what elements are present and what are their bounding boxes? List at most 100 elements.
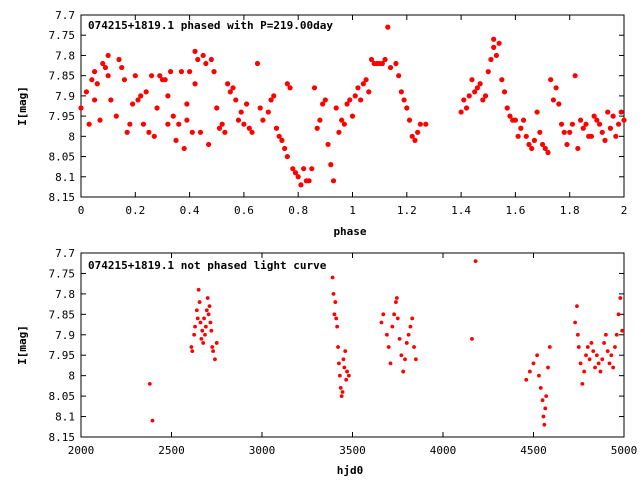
data-point [613,345,617,349]
data-point [518,125,524,131]
data-point [301,166,307,172]
data-point [386,345,391,349]
data-point [588,133,595,139]
data-point [290,166,296,172]
data-point [102,64,109,71]
data-point [600,357,605,362]
x-tick-label: 0.4 [180,204,200,217]
data-point [599,129,605,135]
data-point [273,125,280,131]
data-point [306,178,312,184]
data-point [387,64,394,71]
data-point [173,137,179,143]
data-point [602,341,606,345]
y-tick-label: 7.95 [49,110,76,123]
data-point [401,97,407,103]
data-point [396,73,402,79]
data-point [89,77,95,83]
data-point [604,332,608,337]
y-tick-label: 8 [68,130,75,143]
data-point [178,69,185,75]
data-point [213,357,217,362]
data-point [203,60,209,67]
data-point [162,77,168,83]
data-point [205,296,210,300]
data-point [170,113,176,119]
data-point [347,97,353,103]
x-tick-label: 0.6 [234,204,254,217]
unphased-plot: 074215+1819.1 not phased light curve hjd… [16,247,637,477]
y-tick-label: 8.1 [55,171,75,184]
data-point [325,141,331,148]
data-point [116,56,122,63]
data-point [542,145,548,152]
data-point [157,73,163,79]
y-axis-label: I[mag] [16,86,29,126]
data-point [140,121,147,127]
data-point [474,85,480,91]
data-point [192,332,197,337]
data-point [197,300,202,304]
data-point [271,93,277,99]
data-point [322,97,328,103]
data-point [330,275,335,280]
data-point [477,81,483,87]
data-point [548,77,554,83]
data-point [580,125,586,131]
data-point [368,56,375,63]
data-point [358,97,364,103]
data-point [105,73,111,79]
data-point [208,320,213,325]
data-point [504,105,510,111]
x-tick-label: 2000 [68,444,95,457]
data-point [187,69,193,75]
data-point [216,125,223,131]
data-point [388,361,393,366]
data-point [575,332,580,337]
data-point [338,386,343,390]
data-point [413,357,418,362]
data-point [577,117,584,123]
data-point [203,324,208,329]
y-tick-label: 7.8 [55,49,75,62]
y-ticks: 7.7 7.75 7.8 7.85 7.9 7.95 8 8.05 8.1 8.15 [49,247,624,444]
data-point [238,109,244,115]
data-point [583,121,589,127]
data-point [352,93,358,99]
data-point [129,101,136,107]
x-tick-label: 2 [621,204,628,217]
data-point [587,357,592,362]
data-point [598,369,603,374]
data-point [412,345,416,349]
data-point [607,125,614,131]
data-point [341,121,347,127]
data-point [211,69,217,75]
data-point [585,345,590,349]
data-point [469,77,475,83]
chart-title: 074215+1819.1 not phased light curve [88,259,327,272]
data-point [397,336,402,341]
data-point [208,56,214,63]
data-point [78,105,84,111]
data-point [195,56,201,63]
data-point [268,97,274,103]
data-point [346,373,351,378]
data-point [523,133,529,139]
data-point [491,44,497,50]
data-point [501,89,508,95]
data-point [317,117,323,123]
data-point [366,89,372,95]
y-tick-label: 7.9 [55,90,75,103]
data-point [132,73,138,79]
data-point [332,312,337,317]
data-point [531,137,538,143]
data-point [206,312,211,317]
x-tick-label: 0.8 [288,204,308,217]
data-point [343,349,348,354]
data-point [284,153,290,160]
x-axis-label: phase [333,225,366,238]
data-point [154,105,160,111]
x-tick-label: 1.2 [397,204,417,217]
data-point [121,77,128,83]
data-point [189,129,195,135]
